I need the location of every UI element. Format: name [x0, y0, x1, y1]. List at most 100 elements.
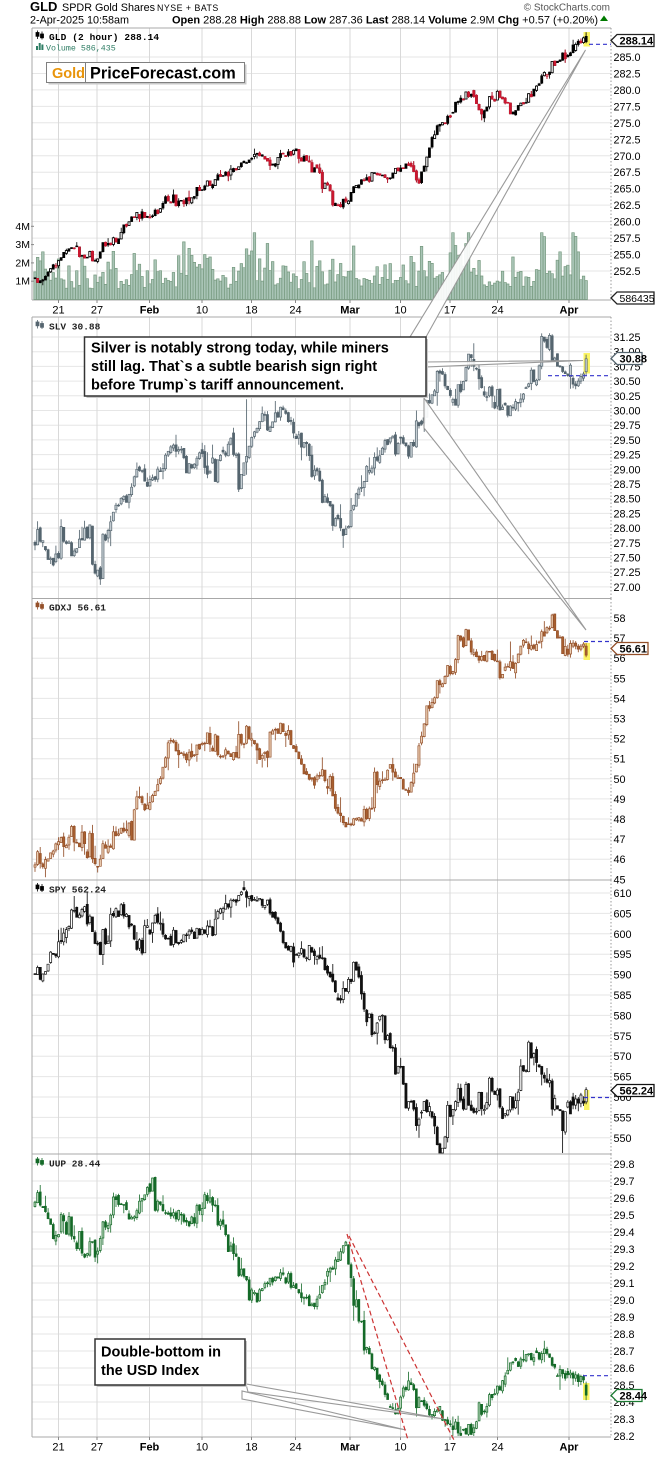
svg-text:605: 605 [614, 908, 632, 920]
svg-text:29.4: 29.4 [614, 1227, 635, 1239]
svg-text:29.2: 29.2 [614, 1261, 635, 1273]
svg-text:51: 51 [614, 754, 626, 766]
svg-text:27: 27 [91, 305, 103, 317]
svg-text:29.6: 29.6 [614, 1193, 635, 1205]
svg-text:257.5: 257.5 [614, 233, 641, 245]
svg-text:585: 585 [614, 990, 632, 1002]
svg-text:586435: 586435 [620, 293, 655, 305]
svg-text:29.0: 29.0 [614, 1295, 635, 1307]
svg-text:29.75: 29.75 [614, 420, 641, 432]
svg-text:580: 580 [614, 1010, 632, 1022]
svg-text:270.0: 270.0 [614, 151, 641, 163]
svg-text:2M: 2M [15, 257, 30, 269]
svg-text:262.5: 262.5 [614, 200, 641, 212]
svg-text:54: 54 [614, 693, 626, 705]
svg-text:SPY 562.24: SPY 562.24 [49, 885, 106, 896]
svg-text:27.00: 27.00 [614, 582, 641, 594]
svg-text:24: 24 [491, 305, 503, 317]
svg-text:Double-bottom in: Double-bottom in [101, 1345, 221, 1361]
svg-text:288.14: 288.14 [620, 36, 655, 48]
svg-text:277.5: 277.5 [614, 101, 641, 113]
svg-text:610: 610 [614, 888, 632, 900]
svg-text:52: 52 [614, 734, 626, 746]
svg-text:17: 17 [444, 1442, 456, 1454]
svg-text:285.0: 285.0 [614, 52, 641, 64]
svg-text:49: 49 [614, 794, 626, 806]
svg-text:SPDR Gold Shares: SPDR Gold Shares [62, 2, 156, 14]
svg-text:28.50: 28.50 [614, 494, 641, 506]
svg-text:21: 21 [52, 1442, 64, 1454]
svg-text:24: 24 [289, 305, 301, 317]
svg-text:GLD: GLD [30, 0, 57, 14]
svg-text:255.0: 255.0 [614, 250, 641, 262]
svg-text:28.6: 28.6 [614, 1363, 635, 1375]
svg-text:29.00: 29.00 [614, 464, 641, 476]
svg-text:47: 47 [614, 834, 626, 846]
svg-text:56: 56 [614, 653, 626, 665]
svg-text:55: 55 [614, 673, 626, 685]
svg-text:29.25: 29.25 [614, 450, 641, 462]
svg-text:Volume 586,435: Volume 586,435 [46, 44, 116, 54]
svg-text:50: 50 [614, 774, 626, 786]
svg-text:3M: 3M [15, 239, 30, 251]
svg-text:29.5: 29.5 [614, 1210, 635, 1222]
svg-text:28.9: 28.9 [614, 1312, 635, 1324]
svg-text:1M: 1M [15, 276, 30, 288]
svg-text:575: 575 [614, 1031, 632, 1043]
svg-text:260.0: 260.0 [614, 217, 641, 229]
svg-text:Open 288.28 High 288.88 Low 28: Open 288.28 High 288.88 Low 287.36 Last … [172, 15, 598, 27]
svg-text:Feb: Feb [140, 1442, 160, 1454]
svg-text:600: 600 [614, 929, 632, 941]
svg-text:GLD (2 hour) 288.14: GLD (2 hour) 288.14 [49, 32, 159, 43]
svg-text:53: 53 [614, 714, 626, 726]
svg-text:31.25: 31.25 [614, 332, 641, 344]
svg-text:10: 10 [196, 1442, 208, 1454]
svg-text:29.1: 29.1 [614, 1278, 635, 1290]
svg-text:SLV 30.88: SLV 30.88 [49, 322, 101, 333]
svg-text:18: 18 [245, 1442, 257, 1454]
svg-text:Feb: Feb [140, 305, 160, 317]
svg-text:28.25: 28.25 [614, 508, 641, 520]
svg-text:© StockCharts.com: © StockCharts.com [524, 3, 610, 14]
svg-text:30.88: 30.88 [620, 354, 648, 366]
svg-text:29.8: 29.8 [614, 1159, 635, 1171]
svg-text:58: 58 [614, 613, 626, 625]
svg-text:555: 555 [614, 1112, 632, 1124]
svg-text:27: 27 [91, 1442, 103, 1454]
svg-text:265.0: 265.0 [614, 184, 641, 196]
svg-text:24: 24 [491, 1442, 503, 1454]
svg-text:10: 10 [196, 305, 208, 317]
svg-text:4M: 4M [15, 221, 30, 233]
svg-text:56.61: 56.61 [620, 644, 648, 656]
svg-text:10: 10 [394, 1442, 406, 1454]
svg-text:28.44: 28.44 [620, 1391, 648, 1403]
svg-text:275.0: 275.0 [614, 118, 641, 130]
svg-text:before Trump`s tariff announce: before Trump`s tariff announcement. [91, 378, 344, 394]
svg-text:30.50: 30.50 [614, 376, 641, 388]
svg-text:Apr: Apr [560, 305, 580, 317]
svg-text:Mar: Mar [340, 1442, 360, 1454]
svg-text:27.50: 27.50 [614, 553, 641, 565]
svg-text:28.3: 28.3 [614, 1414, 635, 1426]
svg-text:28.00: 28.00 [614, 523, 641, 535]
svg-text:48: 48 [614, 814, 626, 826]
svg-text:30.00: 30.00 [614, 406, 641, 418]
svg-text:10: 10 [394, 305, 406, 317]
svg-text:17: 17 [444, 305, 456, 317]
svg-text:27.25: 27.25 [614, 567, 641, 579]
svg-text:590: 590 [614, 970, 632, 982]
svg-text:595: 595 [614, 949, 632, 961]
svg-text:272.5: 272.5 [614, 134, 641, 146]
svg-text:27.75: 27.75 [614, 538, 641, 550]
svg-text:28.2: 28.2 [614, 1431, 635, 1443]
svg-text:PriceForecast.com: PriceForecast.com [90, 65, 236, 83]
svg-text:2-Apr-2025 10:58am: 2-Apr-2025 10:58am [30, 15, 129, 27]
svg-text:28.8: 28.8 [614, 1329, 635, 1341]
svg-text:29.50: 29.50 [614, 435, 641, 447]
svg-text:28.7: 28.7 [614, 1346, 635, 1358]
svg-text:565: 565 [614, 1072, 632, 1084]
svg-text:still lag. That`s a subtle bea: still lag. That`s a subtle bearish sign … [91, 359, 377, 375]
svg-text:Apr: Apr [560, 1442, 580, 1454]
svg-text:Silver is notably strong today: Silver is notably strong today, while mi… [91, 341, 389, 357]
svg-text:562.24: 562.24 [620, 1086, 655, 1098]
